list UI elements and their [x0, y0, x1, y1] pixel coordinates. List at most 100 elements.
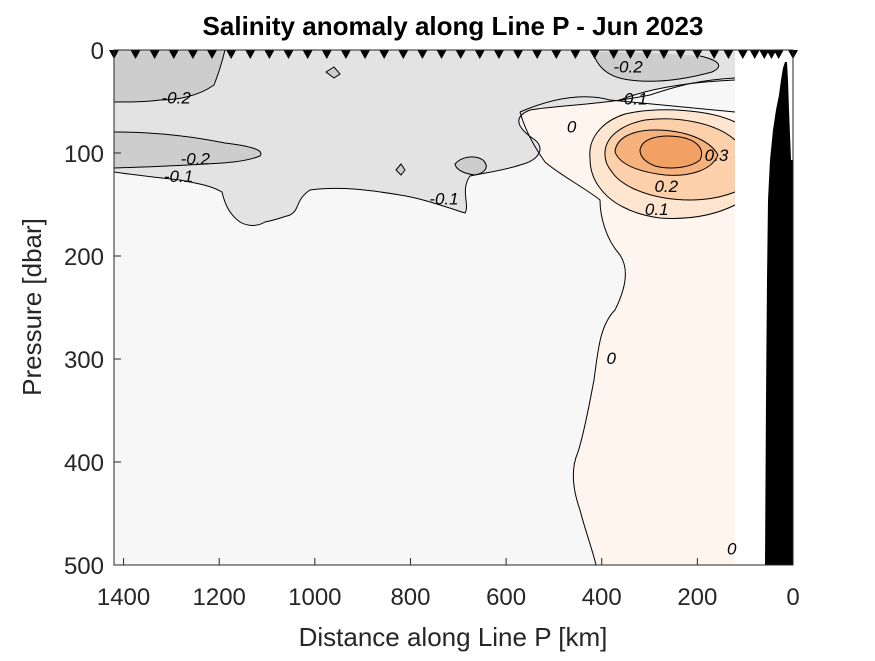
contour-label: -0.2 — [181, 149, 211, 168]
y-tick-label: 100 — [64, 141, 104, 168]
x-axis-label: Distance along Line P [km] — [299, 622, 608, 652]
contour-line — [604, 154, 736, 201]
station-marker — [749, 50, 760, 59]
contour-label: -0.1 — [618, 90, 647, 109]
y-tick-label: 500 — [64, 553, 104, 580]
axes-frame — [113, 49, 794, 566]
contour-label: -0.2 — [613, 58, 643, 77]
plot-area — [114, 50, 793, 565]
station-markers — [109, 50, 798, 59]
contour-line — [454, 156, 487, 176]
contour-line — [589, 157, 736, 219]
contour-line — [639, 135, 703, 169]
station-marker — [723, 50, 734, 59]
y-tick-label: 0 — [91, 38, 104, 65]
contour-fill-positive-core — [640, 136, 702, 168]
contour-fill-negative-west-core2 — [114, 132, 261, 168]
contour-line — [114, 131, 262, 169]
station-marker — [149, 50, 160, 59]
contour-fill-negative-west — [114, 50, 735, 226]
station-marker — [130, 50, 141, 59]
station-marker — [642, 50, 653, 59]
station-marker — [187, 50, 198, 59]
contour-line — [589, 109, 736, 159]
y-axis-ticks: 0 100 200 300 400 500 — [64, 38, 121, 580]
station-marker — [321, 50, 332, 59]
station-marker — [436, 50, 447, 59]
station-marker — [207, 50, 218, 59]
y-tick-label: 400 — [64, 450, 104, 477]
station-marker — [675, 50, 686, 59]
x-tick-label: 1200 — [193, 584, 246, 611]
contour-line — [519, 96, 736, 113]
x-tick-label: 400 — [582, 584, 622, 611]
contour-label: 0.1 — [645, 200, 669, 219]
station-marker — [264, 50, 275, 59]
station-marker — [513, 50, 524, 59]
station-marker — [709, 50, 720, 59]
station-marker — [625, 50, 636, 59]
station-marker — [226, 50, 237, 59]
station-marker — [773, 50, 784, 59]
contour-line — [114, 50, 226, 103]
contour-fill-negative-patch — [455, 156, 487, 175]
station-marker — [759, 50, 770, 59]
contour-label: 0 — [567, 117, 577, 136]
contour-line — [592, 51, 720, 82]
station-marker — [168, 50, 179, 59]
x-tick-label: 1400 — [97, 584, 150, 611]
contour-line — [619, 79, 736, 101]
x-axis-ticks: 1400 1200 1000 800 600 400 200 0 — [97, 558, 800, 611]
contour-label: -0.2 — [162, 89, 192, 108]
contour-line — [614, 129, 719, 176]
contour-label: -0.1 — [429, 190, 458, 209]
contour-fill-negative-east — [593, 52, 719, 82]
contour-line — [325, 66, 341, 79]
contour-label: 0.3 — [705, 146, 729, 165]
contour-fill-negative-patch — [326, 67, 340, 78]
y-tick-label: 300 — [64, 347, 104, 374]
contour-lines — [114, 50, 736, 565]
contour-label: 0.2 — [654, 177, 678, 196]
y-axis-label: Pressure [dbar] — [17, 218, 47, 396]
station-marker — [589, 50, 600, 59]
chart-title: Salinity anomaly along Line P - Jun 2023 — [203, 11, 704, 41]
contour-label: -0.1 — [164, 167, 193, 186]
station-marker — [766, 50, 777, 59]
bathymetry-shelf — [765, 62, 793, 565]
x-tick-label: 800 — [390, 584, 430, 611]
station-marker — [551, 50, 562, 59]
station-marker — [474, 50, 485, 59]
x-tick-label: 0 — [786, 584, 799, 611]
station-marker — [340, 50, 351, 59]
station-marker — [493, 50, 504, 59]
station-marker — [417, 50, 428, 59]
y-tick-label: 200 — [64, 244, 104, 271]
station-marker — [570, 50, 581, 59]
contour-line — [395, 163, 406, 176]
x-tick-label: 1000 — [288, 584, 341, 611]
station-marker — [379, 50, 390, 59]
station-marker — [360, 50, 371, 59]
station-marker — [245, 50, 256, 59]
station-marker — [737, 50, 748, 59]
contour-line — [114, 77, 736, 226]
station-marker — [455, 50, 466, 59]
contour-label: 0 — [727, 540, 737, 559]
contour-label: 0 — [607, 349, 617, 368]
station-marker — [302, 50, 313, 59]
station-marker — [692, 50, 703, 59]
contour-line — [519, 111, 626, 565]
contour-line — [604, 118, 736, 156]
contour-fill-negative-west-core — [114, 50, 225, 102]
station-marker — [283, 50, 294, 59]
station-marker — [658, 50, 669, 59]
station-marker — [608, 50, 619, 59]
x-tick-label: 200 — [677, 584, 717, 611]
contour-labels: -0.2-0.2-0.1-0.1-0.2-0.100.30.20.100 — [162, 58, 738, 559]
station-marker — [532, 50, 543, 59]
station-marker — [398, 50, 409, 59]
x-tick-label: 600 — [486, 584, 526, 611]
